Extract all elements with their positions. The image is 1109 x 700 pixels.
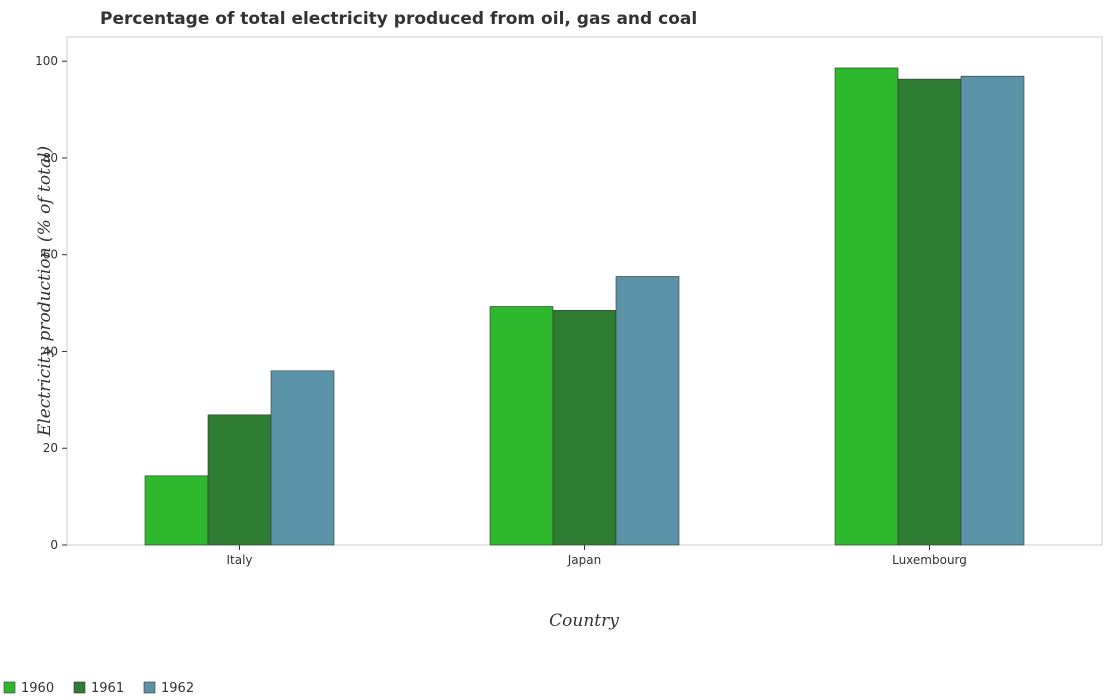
x-tick-label: Italy [226,553,252,567]
y-tick-label: 20 [43,441,58,455]
legend-swatch-1962 [143,681,156,694]
y-tick-label: 100 [35,54,58,68]
x-axis-ticks: Italy Japan Luxembourg [226,545,967,567]
y-tick-label: 60 [43,248,58,262]
bar-1961-japan [552,310,617,546]
y-axis-label: Electricity production (% of total) [35,146,55,437]
y-axis-ticks: 0 20 40 60 80 100 [35,54,67,552]
bar-1961-italy [207,414,272,546]
legend-swatch-1961 [73,681,86,694]
bar-1962-italy [270,370,335,546]
x-tick-label: Luxembourg [892,553,967,567]
legend-label-1961: 1961 [91,681,124,696]
y-tick-label: 40 [43,344,58,358]
bar-1960-japan [489,306,554,546]
legend: 1960 1961 1962 [3,681,194,696]
bar-1962-luxembourg [960,75,1025,546]
y-tick-label: 0 [50,538,58,552]
bar-1961-luxembourg [897,78,962,546]
legend-swatch-1960 [3,681,16,694]
bars [144,67,1025,546]
bar-1962-japan [615,276,680,546]
legend-label-1962: 1962 [161,681,194,696]
x-axis-label: Country [549,611,619,631]
legend-label-1960: 1960 [21,681,54,696]
chart-title: Percentage of total electricity produced… [100,9,697,29]
bar-1960-italy [144,475,209,546]
bar-1960-luxembourg [834,67,899,546]
x-tick-label: Japan [567,553,601,567]
y-tick-label: 80 [43,151,58,165]
